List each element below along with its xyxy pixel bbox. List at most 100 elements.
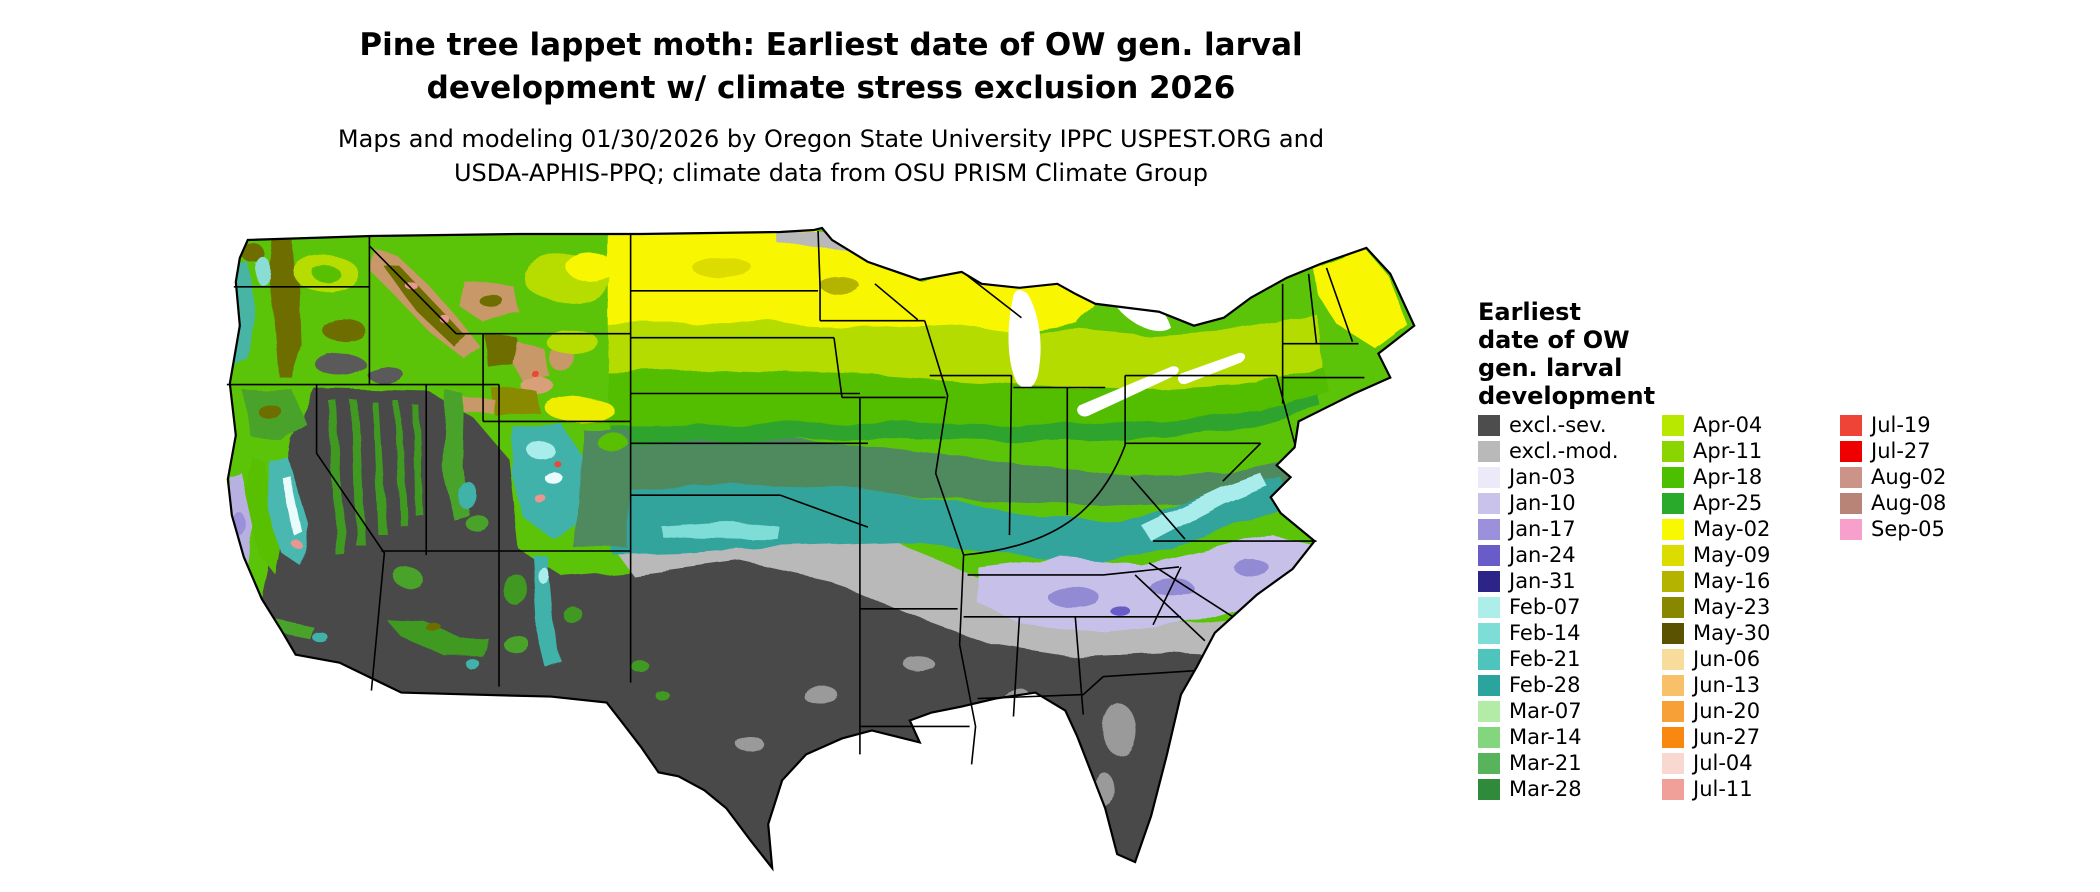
legend-label: May-23	[1693, 595, 1771, 619]
state-borders-east	[963, 267, 1365, 717]
legend-swatch	[1662, 440, 1684, 462]
legend-label: Jul-04	[1693, 751, 1753, 775]
legend-swatch	[1840, 414, 1862, 436]
map-legend: Earliest date of OW gen. larval developm…	[1478, 298, 2078, 801]
legend-label: Jun-20	[1693, 699, 1761, 723]
legend-label: May-02	[1693, 517, 1771, 541]
legend-swatch	[1478, 778, 1500, 800]
legend-entry: Apr-11	[1662, 438, 1770, 464]
legend-entry: Sep-05	[1840, 516, 1946, 542]
legend-title: Earliest date of OW gen. larval developm…	[1478, 298, 2078, 410]
legend-entry: Mar-21	[1478, 750, 1619, 776]
legend-label: Jan-10	[1509, 491, 1576, 515]
legend-label: excl.-mod.	[1509, 439, 1619, 463]
legend-entry: Apr-18	[1662, 464, 1770, 490]
legend-entry: Jul-19	[1840, 412, 1946, 438]
legend-entry: Jan-10	[1478, 490, 1619, 516]
legend-label: Aug-02	[1871, 465, 1947, 489]
page-subtitle: Maps and modeling 01/30/2026 by Oregon S…	[0, 122, 1662, 190]
legend-entry: Jun-27	[1662, 724, 1770, 750]
legend-label: Sep-05	[1871, 517, 1945, 541]
legend-entry: Jul-11	[1662, 776, 1770, 802]
legend-entry: Mar-28	[1478, 776, 1619, 802]
legend-entry: excl.-mod.	[1478, 438, 1619, 464]
legend-label: Jul-11	[1693, 777, 1753, 801]
legend-entry: May-09	[1662, 542, 1770, 568]
legend-label: Jan-17	[1509, 517, 1576, 541]
legend-swatch	[1662, 570, 1684, 592]
legend-label: Apr-25	[1693, 491, 1763, 515]
legend-label: Mar-07	[1509, 699, 1582, 723]
legend-entry: May-23	[1662, 594, 1770, 620]
us-outline	[226, 226, 1416, 872]
legend-swatch	[1478, 622, 1500, 644]
legend-entry: Apr-25	[1662, 490, 1770, 516]
legend-label: Jun-06	[1693, 647, 1761, 671]
legend-entry: May-30	[1662, 620, 1770, 646]
legend-label: Feb-28	[1509, 673, 1581, 697]
legend-entry: Jan-03	[1478, 464, 1619, 490]
legend-swatch	[1662, 700, 1684, 722]
legend-label: Jul-27	[1871, 439, 1931, 463]
legend-label: Feb-07	[1509, 595, 1581, 619]
legend-swatch	[1478, 674, 1500, 696]
page-title: Pine tree lappet moth: Earliest date of …	[0, 24, 1662, 110]
legend-swatch	[1662, 414, 1684, 436]
legend-entry: Jul-27	[1840, 438, 1946, 464]
legend-label: Jan-31	[1509, 569, 1576, 593]
legend-label: Apr-11	[1693, 439, 1763, 463]
legend-swatch	[1840, 466, 1862, 488]
legend-swatch	[1662, 726, 1684, 748]
legend-swatch	[1478, 492, 1500, 514]
legend-swatch	[1840, 440, 1862, 462]
legend-swatch	[1478, 544, 1500, 566]
legend-label: Feb-21	[1509, 647, 1581, 671]
legend-label: May-30	[1693, 621, 1771, 645]
legend-entry: Jul-04	[1662, 750, 1770, 776]
legend-swatch	[1478, 466, 1500, 488]
legend-entry: Jun-20	[1662, 698, 1770, 724]
legend-title-line-4: development	[1478, 382, 1656, 410]
us-map-figure	[220, 226, 1450, 884]
legend-swatch	[1662, 596, 1684, 618]
legend-title-line-3: gen. larval	[1478, 354, 1623, 382]
legend-label: Mar-21	[1509, 751, 1582, 775]
state-borders-west	[226, 233, 632, 691]
legend-title-line-2: date of OW	[1478, 326, 1630, 354]
legend-swatch	[1662, 622, 1684, 644]
title-line-1: Pine tree lappet moth: Earliest date of …	[359, 27, 1303, 63]
legend-column-2: Apr-04 Apr-11 Apr-18 Apr-25 May-02 May-09 May-…	[1662, 412, 1770, 802]
legend-swatch	[1478, 596, 1500, 618]
legend-swatch	[1478, 414, 1500, 436]
legend-entry: May-02	[1662, 516, 1770, 542]
legend-entry: excl.-sev.	[1478, 412, 1619, 438]
legend-entry: Feb-28	[1478, 672, 1619, 698]
legend-label: Mar-28	[1509, 777, 1582, 801]
legend-label: excl.-sev.	[1509, 413, 1607, 437]
legend-entry: May-16	[1662, 568, 1770, 594]
legend-label: Jan-24	[1509, 543, 1576, 567]
legend-label: May-09	[1693, 543, 1771, 567]
legend-swatch	[1662, 466, 1684, 488]
legend-column-1: excl.-sev. excl.-mod. Jan-03 Jan-10 Jan-17 Ja…	[1478, 412, 1619, 802]
legend-label: Aug-08	[1871, 491, 1947, 515]
legend-entry: Apr-04	[1662, 412, 1770, 438]
us-map	[226, 226, 1416, 872]
legend-entry: Aug-08	[1840, 490, 1946, 516]
legend-swatch	[1840, 518, 1862, 540]
legend-swatch	[1662, 544, 1684, 566]
legend-entry: Jan-31	[1478, 568, 1619, 594]
legend-swatch	[1662, 778, 1684, 800]
legend-swatch	[1662, 648, 1684, 670]
legend-swatch	[1662, 674, 1684, 696]
state-borders-central	[630, 230, 1126, 765]
legend-swatch	[1478, 518, 1500, 540]
legend-entry: Jan-17	[1478, 516, 1619, 542]
legend-swatch	[1662, 518, 1684, 540]
legend-swatch	[1662, 492, 1684, 514]
legend-swatch	[1478, 570, 1500, 592]
legend-label: Jul-19	[1871, 413, 1931, 437]
legend-swatch	[1840, 492, 1862, 514]
legend-label: May-16	[1693, 569, 1771, 593]
legend-swatch	[1478, 648, 1500, 670]
